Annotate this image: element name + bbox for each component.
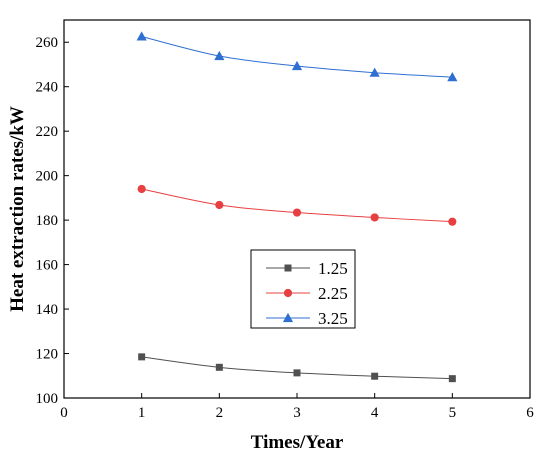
series-2.25 (137, 184, 457, 226)
axes: 0 1 2 3 4 5 6 100 120 140 160 180 200 220 240 260 (36, 35, 535, 421)
series-layer (136, 31, 458, 383)
y-tick-label: 240 (36, 80, 59, 96)
legend: 1.25 2.25 3.25 (250, 249, 356, 329)
square-marker (284, 264, 292, 272)
series-1.25 (138, 353, 456, 383)
y-tick-label: 220 (36, 124, 59, 140)
triangle-marker (447, 72, 458, 82)
square-marker (371, 372, 379, 380)
x-tick-label: 3 (293, 405, 301, 421)
y-axis-title: Heat extraction rates/kW (7, 106, 28, 312)
legend-label: 2.25 (318, 284, 348, 303)
square-marker (448, 375, 456, 383)
circle-marker (283, 288, 293, 298)
legend-label: 3.25 (318, 309, 348, 328)
y-tick-label: 260 (36, 35, 59, 51)
x-tick-label: 1 (138, 405, 146, 421)
square-marker (293, 369, 301, 377)
y-tick-label: 160 (36, 258, 59, 274)
legend-label: 1.25 (318, 259, 348, 278)
triangle-marker (214, 50, 225, 61)
y-tick-label: 200 (36, 169, 59, 185)
circle-marker (215, 200, 224, 210)
triangle-marker (369, 67, 380, 77)
square-marker (215, 363, 223, 371)
circle-marker (292, 208, 302, 217)
triangle-marker (282, 312, 294, 323)
circle-marker (448, 217, 457, 226)
x-tick-label: 0 (60, 405, 68, 421)
triangle-marker (291, 60, 303, 71)
y-tick-label: 180 (36, 213, 59, 229)
circle-marker (137, 184, 146, 194)
x-tick-label: 2 (216, 405, 224, 421)
x-tick-label: 5 (449, 405, 457, 421)
x-tick-label: 6 (526, 405, 534, 421)
triangle-marker (136, 31, 147, 41)
circle-marker (370, 213, 379, 222)
series-3.25 (136, 31, 458, 82)
series-line (141, 188, 453, 223)
x-tick-label: 4 (371, 405, 379, 421)
y-tick-label: 100 (36, 391, 59, 407)
y-tick-label: 140 (36, 302, 59, 318)
y-tick-label: 120 (36, 347, 59, 363)
legend-box (250, 249, 356, 329)
x-axis-title: Times/Year (251, 432, 344, 453)
square-marker (138, 353, 146, 361)
series-line (141, 35, 453, 78)
